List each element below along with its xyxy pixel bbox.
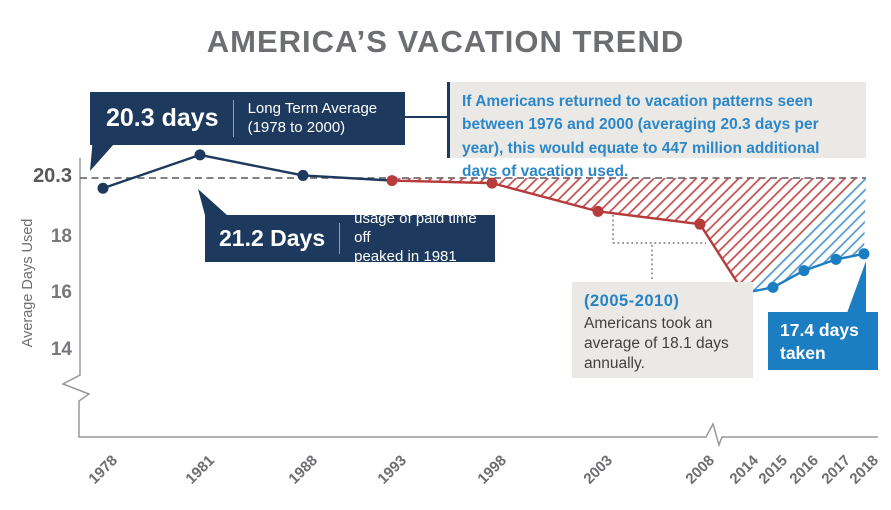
axes-with-breaks <box>61 158 878 448</box>
trend-segment <box>803 258 837 272</box>
long-term-average-desc: Long Term Average (1978 to 2000) <box>247 99 378 136</box>
divider <box>232 100 234 137</box>
data-point-2015 <box>767 281 779 293</box>
callout-long-term-average: 20.3 days Long Term Average (1978 to 200… <box>90 92 405 171</box>
data-point-1978 <box>97 182 109 194</box>
period-body: Americans took an average of 18.1 days a… <box>584 315 729 373</box>
trend-segment <box>102 153 201 190</box>
y-tick-14: 14 <box>50 339 72 360</box>
callout-peak-1981: 21.2 Days usage of paid time off peaked … <box>198 189 495 265</box>
callout-days-taken: 17.4 days taken <box>768 261 878 370</box>
period-leader-dotted-lines <box>612 215 706 279</box>
trend-segment <box>597 210 701 226</box>
trend-segment <box>772 269 805 289</box>
callout-2005-2010: (2005-2010) Americans took an average of… <box>572 282 753 378</box>
data-point-1993 <box>386 175 398 187</box>
y-tick-20-3: 20.3 <box>33 165 72 187</box>
data-point-2008 <box>694 218 706 230</box>
long-term-average-value: 20.3 days <box>106 104 219 132</box>
deficit-area-blue <box>744 178 866 293</box>
data-point-1988 <box>297 169 309 181</box>
data-point-1998 <box>486 177 498 189</box>
y-tick-16: 16 <box>50 282 72 303</box>
taken-line2: taken <box>780 342 826 363</box>
plot-area <box>80 149 870 299</box>
deficit-area-red <box>392 178 859 293</box>
trend-segment <box>199 153 304 177</box>
peak-desc: usage of paid time off peaked in 1981 <box>354 210 477 265</box>
data-point-2003 <box>592 205 604 217</box>
data-point-2016 <box>798 265 810 277</box>
trend-segment <box>391 179 493 185</box>
taken-line1: 17.4 days <box>780 320 859 340</box>
trend-segment <box>698 223 746 294</box>
info-box: If Americans returned to vacation patter… <box>447 82 866 180</box>
divider <box>339 223 341 254</box>
page-title: AMERICA’S VACATION TREND <box>206 24 685 59</box>
peak-value: 21.2 Days <box>219 225 326 251</box>
period-heading: (2005-2010) <box>584 292 680 310</box>
data-point-2017 <box>830 253 842 265</box>
trend-segment <box>491 181 599 213</box>
callout-connector-line <box>405 116 447 118</box>
data-point-1981 <box>194 149 206 161</box>
trend-segment <box>302 174 393 182</box>
data-point-2018 <box>858 248 870 260</box>
y-tick-18: 18 <box>50 226 72 247</box>
